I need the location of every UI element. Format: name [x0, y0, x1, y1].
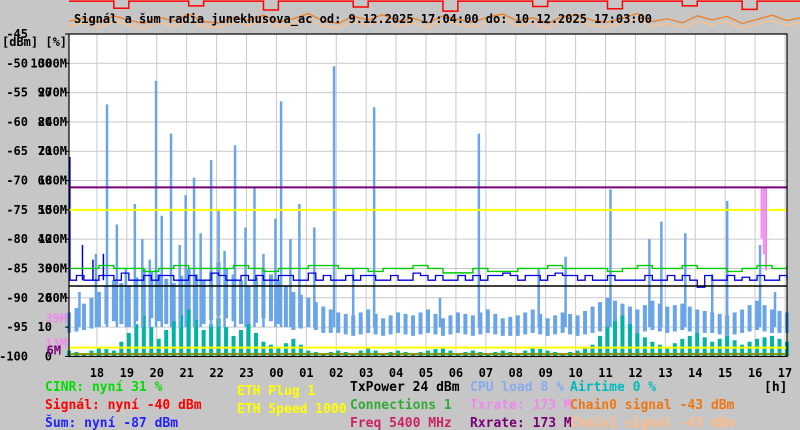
legend-cpu-load: CPU load 8 %	[470, 380, 564, 395]
plot-area	[69, 34, 787, 357]
legend-eth-speed: ETH Speed 1000	[237, 402, 347, 417]
x-axis-tick-label: 07	[479, 366, 493, 380]
x-axis-tick-label: 05	[419, 366, 433, 380]
y-axis-label-pct: 90	[38, 86, 52, 100]
y-axis-label-mbit: 150M	[38, 203, 67, 217]
cinr-line	[69, 264, 788, 274]
y-axis-label-pct: 70	[38, 144, 52, 158]
x-axis-tick-label: 23	[239, 366, 253, 380]
x-axis-tick-label: 17	[778, 366, 792, 380]
y-axis-label-mbit: 240M	[38, 115, 67, 129]
legend-connections: Connections 1	[350, 398, 452, 413]
x-axis-tick-label: 15	[718, 366, 732, 380]
y-axis-label-pct: 40	[38, 232, 52, 246]
noise-line	[69, 272, 788, 288]
y-axis-label-mbit: 300M	[38, 56, 67, 70]
y-axis-label-dbm: -95	[6, 320, 28, 334]
y-axis-label-dbm: -45	[6, 27, 28, 41]
rate-marker-label: 6M	[47, 344, 61, 358]
y-axis-label-dbm: -55	[6, 86, 28, 100]
legend-airtime: Airtime 0 %	[570, 380, 657, 395]
x-axis-tick-label: 21	[179, 366, 193, 380]
x-axis-tick-label: 18	[90, 366, 104, 380]
plot-frame	[68, 33, 788, 357]
y-axis-label-dbm: -60	[6, 115, 28, 129]
x-axis-tick-label: 01	[299, 366, 313, 380]
y-axis-label-pct: 10	[38, 320, 52, 334]
signal-line	[69, 0, 800, 12]
y-axis-label-pct: 20	[38, 291, 52, 305]
x-axis-tick-label: 14	[688, 366, 702, 380]
legend-freq: Freq 5400 MHz	[350, 416, 452, 430]
chart-title: Signál a šum radia junekhusova_ac od: 9.…	[74, 12, 652, 26]
y-axis-label-dbm: -85	[6, 261, 28, 275]
legend-txpower: TxPower 24 dBm	[350, 380, 460, 395]
y-axis-label-dbm: -70	[6, 174, 28, 188]
x-axis-tick-label: 20	[150, 366, 164, 380]
x-axis-tick-label: 04	[389, 366, 403, 380]
chain0-signal-line	[68, 12, 800, 25]
y-axis-label-dbm: -100	[0, 349, 28, 363]
legend-chain0: Chain0 signal -43 dBm	[570, 398, 735, 413]
x-axis-tick-label: 03	[359, 366, 373, 380]
y-axis-label-pct: 0	[45, 349, 52, 363]
legend-eth-plug: ETH Plug 1	[237, 384, 316, 399]
legend-chain1: Chain1 signal -43 dBm	[570, 416, 735, 430]
y-axis-label-dbm: -65	[6, 144, 28, 158]
y-axis-label-pct: 60	[38, 174, 52, 188]
x-axis-tick-label: 10	[568, 366, 582, 380]
y-axis-label-dbm: -80	[6, 232, 28, 246]
x-axis-tick-label: 09	[538, 366, 552, 380]
y-axis-label-mbit: 120M	[38, 232, 67, 246]
legend-noise: Šum: nyní -87 dBm	[45, 416, 179, 430]
x-axis-tick-label: 02	[329, 366, 343, 380]
y-axis-label-dbm: -90	[6, 291, 28, 305]
x-axis-tick-label: 22	[209, 366, 223, 380]
x-axis-tick-label: 19	[120, 366, 134, 380]
y-axis-label-mbit: 180M	[38, 174, 67, 188]
legend-cinr: CINR: nyní 31 %	[45, 380, 163, 395]
y-axis-label-pct: 80	[38, 115, 52, 129]
legend-rxrate: Rxrate: 173 M	[470, 416, 572, 430]
rate-marker-label: 39M	[45, 311, 67, 325]
y-axis-label-pct: 100	[30, 56, 52, 70]
x-axis-tick-label: 06	[449, 366, 463, 380]
y-axis-label-mbit: 90M	[45, 261, 67, 275]
y-axis-label-mbit: 210M	[38, 144, 67, 158]
x-axis-tick-label: 12	[628, 366, 642, 380]
legend-signal: Signál: nyní -40 dBm	[45, 398, 202, 413]
y-axis-label-mbit: 60M	[45, 291, 67, 305]
x-axis-tick-label: 16	[748, 366, 762, 380]
y-axis-label-pct: 30	[38, 261, 52, 275]
x-axis-tick-label: 13	[658, 366, 672, 380]
y-axis-unit-header: [dBm] [%]	[2, 35, 68, 49]
x-axis-tick-label: 08	[509, 366, 523, 380]
x-axis-tick-label: 11	[598, 366, 612, 380]
y-axis-label-mbit: 270M	[38, 86, 67, 100]
chain1-signal-line	[68, 18, 800, 29]
rate-marker-label: 13M	[45, 337, 67, 351]
y-axis-label-pct: 50	[38, 203, 52, 217]
x-axis-tick-label: 00	[269, 366, 283, 380]
y-axis-label-dbm: -50	[6, 56, 28, 70]
x-axis-unit-label: [h]	[764, 380, 788, 395]
legend-txrate: Txrate: 173 M	[470, 398, 572, 413]
y-axis-label-dbm: -75	[6, 203, 28, 217]
